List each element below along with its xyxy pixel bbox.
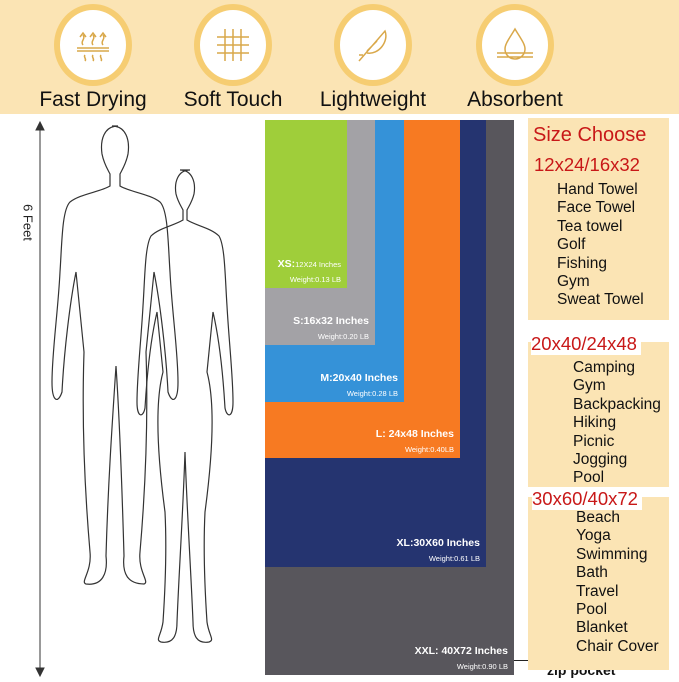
use-item: Camping <box>573 359 636 376</box>
use-item: Sweat Towel <box>557 291 644 309</box>
towel-0: XS:12X24 Inches Weight:0.13 LB <box>265 120 347 288</box>
feature-label: Soft Touch <box>183 88 283 111</box>
size-name: XL:30X60 Inches <box>396 537 480 549</box>
use-item: Blanket <box>576 619 628 637</box>
feature-lightweight: Lightweight <box>318 4 428 112</box>
size-group-large: 30x60/40x72 Beach Yoga Swimming Bath Travel P… <box>528 488 669 670</box>
feature-label: Fast Drying <box>39 88 147 111</box>
use-list: Hand Towel Face Towel Tea towel Golf Fishing… <box>557 181 644 310</box>
size-weight: Weight:0.40LB <box>404 445 454 454</box>
use-item: Backpacking <box>573 395 661 413</box>
use-item: Jogging <box>573 451 628 469</box>
use-list: Beach Yoga Swimming Bath Travel Pool Blanket Ch… <box>576 509 659 656</box>
use-item: Chair Cover <box>576 637 659 655</box>
size-weight: Weight:0.20 LB <box>317 332 369 341</box>
feature-soft-touch: Soft Touch <box>178 4 288 112</box>
use-item: Fishing <box>557 254 607 272</box>
group-heading: 30x60/40x72 <box>532 488 642 510</box>
group-heading: 12x24/16x32 <box>534 154 640 175</box>
use-item: Gym <box>573 377 606 395</box>
size-name: XXL: 40X72 Inches <box>414 645 508 657</box>
feather-icon <box>358 29 387 62</box>
feature-absorbent: Absorbent <box>460 4 570 112</box>
use-item: Pool <box>573 469 605 487</box>
size-group-small: Size Choose 12x24/16x32 Hand Towel Face T… <box>528 118 669 320</box>
size-weight: Weight:0.90 LB <box>456 662 508 671</box>
fabric-weave-icon <box>217 29 249 61</box>
use-item: Swimming <box>576 545 648 563</box>
use-item: Hand Towel <box>557 181 638 198</box>
size-name: S:16x32 Inches <box>293 315 369 327</box>
use-item: Picnic <box>573 432 615 450</box>
use-item: Hiking <box>573 414 617 432</box>
use-item: Gym <box>557 273 590 291</box>
group-heading: 20x40/24x48 <box>531 333 641 355</box>
size-group-medium: 20x40/24x48 Camping Gym Backpacking Hiking P… <box>528 333 669 488</box>
size-weight: Weight:0.13 LB <box>289 275 341 284</box>
use-item: Bath <box>576 564 608 582</box>
size-weight: Weight:0.28 LB <box>346 389 398 398</box>
size-name: M:20x40 Inches <box>320 372 398 384</box>
features-banner: Fast Drying Soft Touch Lightweight Absor… <box>0 0 679 114</box>
human-figures <box>35 120 234 678</box>
size-choose-title: Size Choose <box>533 124 647 146</box>
use-item: Face Towel <box>557 199 636 217</box>
use-item: Golf <box>557 236 586 254</box>
use-item: Travel <box>576 582 619 600</box>
size-name: L: 24x48 Inches <box>375 428 454 440</box>
use-item: Tea towel <box>557 217 623 235</box>
water-drop-icon <box>497 27 533 60</box>
use-list: Camping Gym Backpacking Hiking Picnic Jogging… <box>573 359 661 488</box>
size-name: XS:12X24 Inches <box>277 258 341 270</box>
height-label: 6 Feet <box>20 204 36 241</box>
use-item: Beach <box>576 509 620 526</box>
feature-label: Absorbent <box>467 88 563 111</box>
use-item: Yoga <box>576 527 611 545</box>
height-arrow-icon <box>35 120 45 678</box>
feature-label: Lightweight <box>319 88 427 111</box>
feature-fast-drying: Fast Drying <box>38 4 148 112</box>
heat-waves-icon <box>77 31 109 62</box>
size-weight: Weight:0.61 LB <box>428 554 480 563</box>
use-item: Pool <box>576 601 608 619</box>
